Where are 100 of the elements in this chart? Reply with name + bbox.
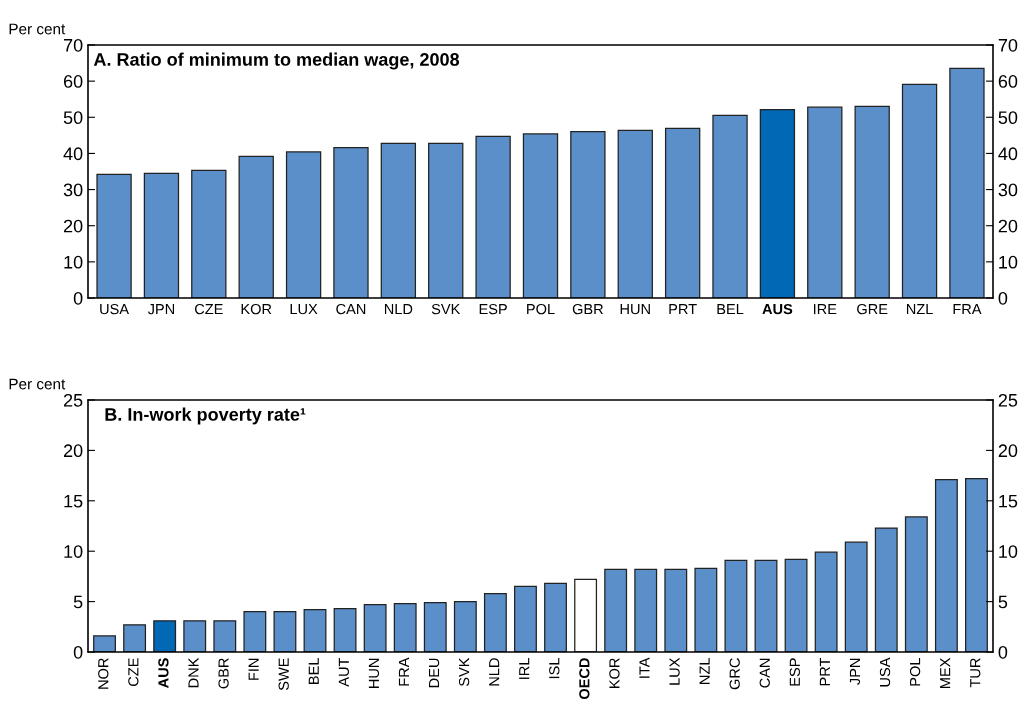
- bar: [634, 568, 658, 652]
- x-tick-label: NLD: [489, 658, 500, 686]
- x-tick-label: NOR: [98, 658, 109, 689]
- x-tick-label: AUS: [158, 658, 169, 688]
- bar: [904, 516, 928, 652]
- x-tick-label: DEU: [429, 658, 440, 688]
- bar: [759, 109, 796, 298]
- x-tick-label: TUR: [970, 658, 981, 688]
- x-tick-label: BEL: [308, 658, 319, 684]
- y2-tick-label: 50: [998, 111, 1018, 125]
- bar: [570, 131, 606, 298]
- bar: [475, 135, 511, 298]
- bar: [363, 603, 387, 652]
- y2-tick-label: 10: [999, 545, 1018, 558]
- y-tick-label: 30: [63, 183, 83, 197]
- bar: [965, 477, 988, 652]
- x-tick-label: PRT: [819, 657, 830, 686]
- x-tick-label: GRC: [729, 658, 740, 690]
- y-axis-title: Per cent: [9, 23, 66, 35]
- bar: [949, 67, 985, 298]
- x-tick-label: PRT: [669, 304, 697, 315]
- x-tick-label: AUS: [762, 303, 793, 315]
- y-tick-label: 0: [73, 645, 83, 659]
- bar: [874, 527, 898, 652]
- chart-title: B. In-work poverty rate¹: [105, 407, 306, 425]
- x-tick-label: LUX: [290, 304, 318, 315]
- x-tick-label: CAN: [336, 303, 366, 315]
- y2-tick-label: 0: [998, 291, 1008, 305]
- bar: [514, 585, 537, 652]
- bar: [784, 558, 808, 652]
- y2-tick-label: 30: [998, 183, 1018, 197]
- bar: [428, 142, 464, 298]
- bar: [724, 559, 748, 652]
- bar: [238, 155, 274, 298]
- bar: [380, 142, 417, 298]
- y-tick-label: 20: [63, 219, 83, 233]
- x-tick-label: DNK: [188, 657, 199, 688]
- x-tick-label: FRA: [398, 657, 409, 686]
- bar: [617, 129, 653, 298]
- x-tick-label: CZE: [128, 658, 139, 686]
- x-tick-label: HUN: [620, 304, 650, 315]
- bar: [93, 635, 116, 652]
- y-axis-title: Per cent: [9, 378, 66, 390]
- bar: [574, 578, 598, 652]
- bar: [123, 624, 147, 652]
- y-tick-label: 0: [73, 291, 83, 305]
- y-tick-label: 10: [64, 255, 83, 269]
- x-tick-label: BEL: [717, 304, 744, 315]
- x-tick-label: SWE: [278, 658, 289, 691]
- x-tick-label: AUT: [338, 657, 349, 687]
- y-tick-label: 10: [64, 545, 83, 558]
- bar: [285, 151, 322, 298]
- y2-tick-label: 15: [999, 494, 1018, 508]
- x-tick-label: ITA: [639, 657, 650, 678]
- x-tick-label: OECD: [579, 658, 590, 700]
- y2-tick-label: 60: [998, 75, 1018, 88]
- bar: [807, 106, 843, 298]
- y2-tick-label: 0: [998, 645, 1008, 659]
- x-tick-label: HUN: [368, 658, 380, 688]
- x-tick-label: GBR: [572, 303, 604, 315]
- bar: [273, 611, 297, 652]
- x-tick-label: KOR: [609, 658, 620, 688]
- y-tick-label: 50: [63, 111, 83, 125]
- x-tick-label: CAN: [759, 658, 770, 688]
- x-tick-label: LUX: [669, 657, 680, 685]
- bar: [183, 620, 207, 652]
- x-tick-label: ISL: [549, 658, 560, 679]
- bar: [694, 567, 718, 652]
- bar: [191, 169, 227, 298]
- y2-tick-label: 10: [999, 255, 1018, 269]
- bar: [96, 173, 132, 298]
- bar: [712, 114, 748, 298]
- bar: [844, 541, 868, 652]
- bar: [243, 611, 267, 652]
- bar: [303, 609, 327, 652]
- x-tick-label: NZL: [906, 304, 933, 315]
- x-tick-label: FIN: [248, 658, 259, 680]
- y2-tick-label: 40: [998, 147, 1018, 161]
- y-tick-label: 40: [63, 147, 83, 161]
- y2-tick-label: 20: [998, 444, 1018, 458]
- x-tick-label: FRA: [953, 304, 982, 315]
- y2-tick-label: 20: [998, 219, 1018, 233]
- bar: [664, 127, 701, 298]
- y-tick-label: 20: [63, 444, 83, 458]
- bar: [814, 551, 838, 652]
- x-tick-label: SVK: [458, 657, 470, 687]
- y2-tick-label: 25: [998, 393, 1018, 407]
- x-tick-label: NZL: [699, 658, 710, 684]
- bar: [213, 620, 237, 652]
- y-tick-label: 70: [63, 38, 83, 52]
- chart-title: A. Ratio of minimum to median wage, 2008: [93, 52, 460, 70]
- x-tick-label: IRL: [519, 658, 530, 679]
- y-tick-label: 25: [63, 393, 83, 407]
- x-tick-label: USA: [100, 303, 130, 315]
- x-tick-label: KOR: [241, 303, 272, 315]
- bar: [333, 147, 369, 298]
- x-tick-label: POL: [909, 658, 921, 686]
- x-tick-label: MEX: [940, 657, 951, 688]
- x-tick-label: SVK: [431, 303, 461, 315]
- x-tick-label: ESP: [789, 658, 800, 686]
